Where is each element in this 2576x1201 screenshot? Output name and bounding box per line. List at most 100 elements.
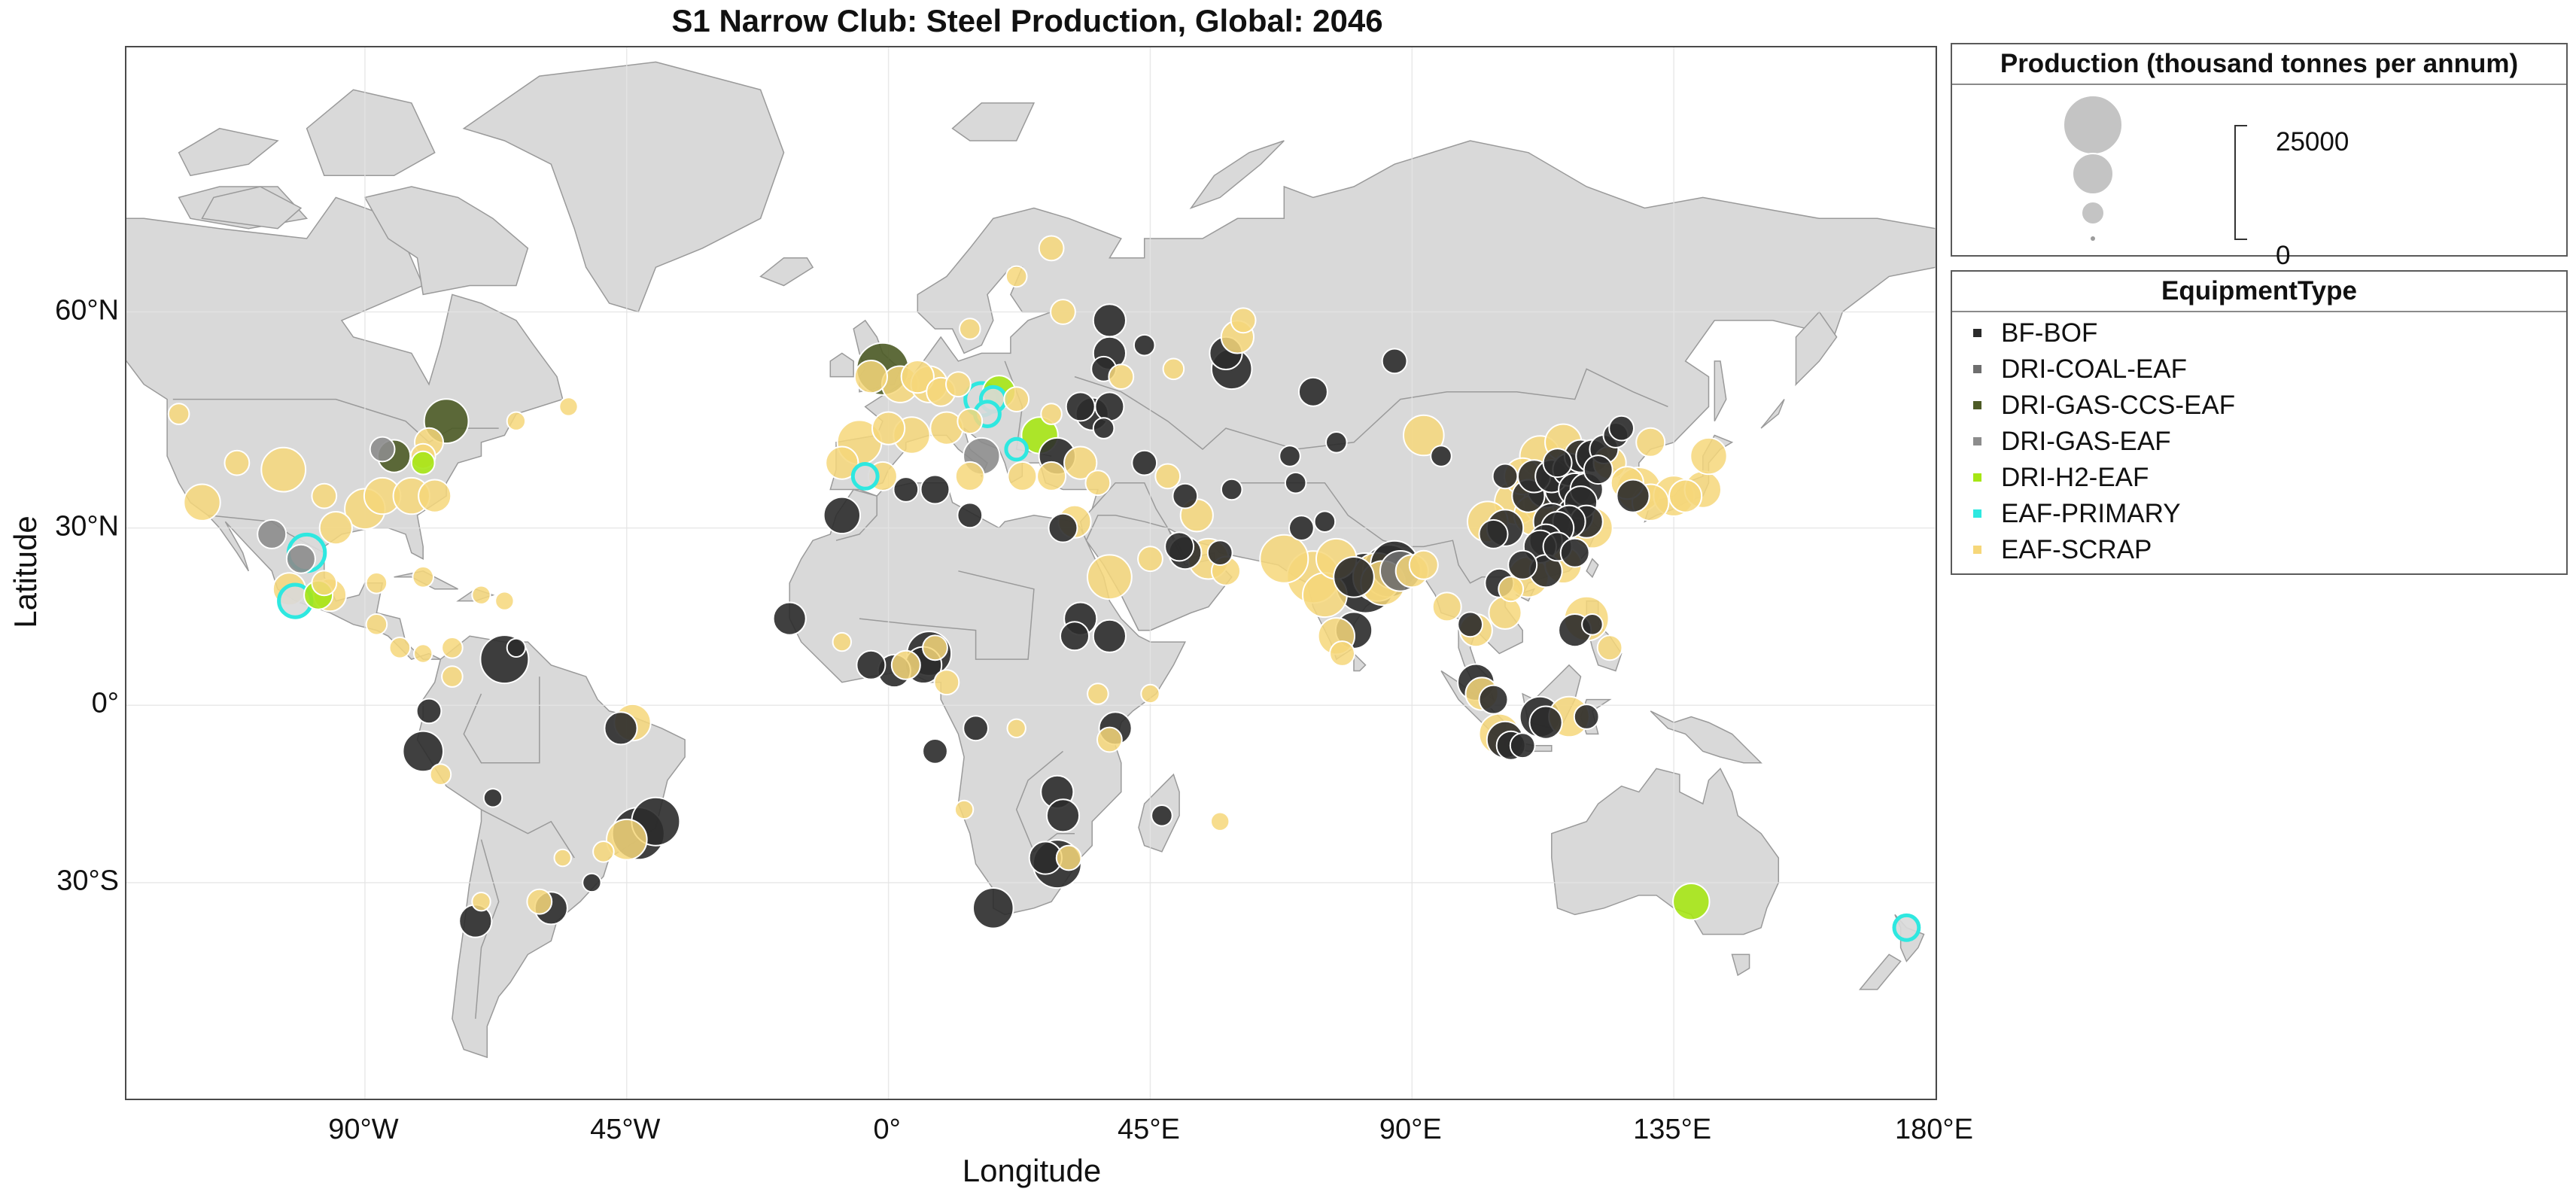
legend-item-bf-bof[interactable]: BF-BOF — [1973, 317, 2097, 350]
plant-marker-eaf-scrap[interactable] — [1055, 844, 1082, 871]
plant-marker-eaf-scrap[interactable] — [471, 892, 491, 912]
plant-marker-eaf-scrap[interactable] — [1498, 576, 1525, 603]
plant-marker-bf-bof[interactable] — [956, 502, 984, 529]
plant-marker-eaf-scrap[interactable] — [1488, 595, 1522, 630]
plant-marker-eaf-scrap[interactable] — [1230, 307, 1257, 334]
plant-marker-eaf-scrap[interactable] — [1087, 683, 1109, 705]
plant-marker-bf-bof[interactable] — [772, 601, 807, 636]
plant-marker-bf-bof[interactable] — [402, 730, 445, 773]
plant-marker-bf-bof[interactable] — [482, 788, 503, 808]
plant-marker-dri-gas-eaf[interactable] — [257, 518, 287, 549]
legend-item-dri-gas-ccs-eaf[interactable]: DRI-GAS-CCS-EAF — [1973, 389, 2235, 422]
plant-marker-dri-h2-eaf[interactable] — [1672, 883, 1711, 921]
plant-marker-eaf-scrap[interactable] — [1137, 546, 1163, 573]
plant-marker-eaf-scrap[interactable] — [318, 511, 353, 546]
plant-marker-bf-bof[interactable] — [415, 698, 443, 725]
plant-marker-bf-bof[interactable] — [1172, 482, 1199, 509]
plant-marker-bf-bof[interactable] — [1206, 540, 1233, 566]
plant-marker-eaf-scrap[interactable] — [183, 483, 221, 521]
plant-marker-bf-bof[interactable] — [506, 637, 527, 658]
plant-marker-eaf-scrap[interactable] — [224, 449, 251, 476]
plant-marker-bf-bof[interactable] — [1492, 463, 1519, 490]
plant-marker-eaf-scrap[interactable] — [1036, 461, 1067, 491]
plant-marker-eaf-scrap[interactable] — [1635, 427, 1666, 458]
plant-marker-eaf-scrap[interactable] — [1140, 683, 1160, 704]
plant-marker-bf-bof[interactable] — [893, 476, 920, 503]
plant-marker-eaf-scrap[interactable] — [900, 360, 935, 394]
plant-marker-eaf-scrap[interactable] — [1040, 403, 1063, 425]
plant-marker-bf-bof[interactable] — [1220, 478, 1243, 501]
plant-marker-eaf-scrap[interactable] — [412, 566, 435, 588]
plant-marker-bf-bof[interactable] — [1060, 621, 1090, 652]
plant-marker-eaf-scrap[interactable] — [553, 848, 572, 868]
plant-marker-bf-bof[interactable] — [582, 872, 602, 893]
plant-marker-bf-bof[interactable] — [1478, 518, 1509, 549]
plant-marker-eaf-scrap[interactable] — [871, 411, 906, 445]
plant-marker-eaf-scrap[interactable] — [1596, 634, 1623, 661]
plant-marker-eaf-scrap[interactable] — [1210, 811, 1230, 832]
plant-marker-bf-bof[interactable] — [972, 887, 1014, 929]
plant-marker-eaf-scrap[interactable] — [526, 888, 553, 915]
plant-marker-eaf-scrap[interactable] — [606, 818, 648, 861]
plant-marker-eaf-scrap[interactable] — [413, 643, 433, 664]
plant-marker-eaf-scrap[interactable] — [429, 763, 452, 786]
plant-marker-eaf-scrap[interactable] — [365, 572, 388, 594]
legend-item-eaf-scrap[interactable]: EAF-SCRAP — [1973, 534, 2152, 567]
plant-marker-eaf-scrap[interactable] — [933, 669, 960, 696]
plant-marker-eaf-scrap[interactable] — [853, 360, 889, 394]
plant-marker-bf-bof[interactable] — [1581, 613, 1604, 636]
plant-marker-dri-h2-eaf[interactable] — [410, 450, 436, 476]
plant-marker-eaf-scrap[interactable] — [825, 445, 859, 480]
plant-marker-bf-bof[interactable] — [1528, 705, 1563, 740]
legend-item-dri-coal-eaf[interactable]: DRI-COAL-EAF — [1973, 353, 2187, 386]
plant-marker-bf-bof[interactable] — [1333, 556, 1375, 598]
plant-marker-eaf-scrap[interactable] — [167, 403, 190, 425]
plant-marker-eaf-scrap[interactable] — [260, 446, 307, 493]
plant-marker-eaf-scrap[interactable] — [953, 799, 975, 820]
plant-marker-eaf-scrap[interactable] — [1006, 718, 1026, 738]
plant-marker-bf-bof[interactable] — [1092, 417, 1115, 439]
plant-marker-bf-bof[interactable] — [1509, 732, 1536, 759]
plant-marker-eaf-scrap[interactable] — [471, 585, 491, 605]
plant-marker-bf-bof[interactable] — [1284, 471, 1307, 494]
plant-marker-bf-bof[interactable] — [1478, 684, 1509, 715]
plant-marker-eaf-scrap[interactable] — [1038, 235, 1065, 262]
plant-marker-eaf-scrap[interactable] — [1084, 470, 1112, 497]
plant-marker-eaf-scrap[interactable] — [1003, 386, 1030, 413]
plant-marker-bf-bof[interactable] — [1279, 445, 1301, 467]
plant-marker-eaf-scrap[interactable] — [832, 631, 852, 652]
legend-item-dri-gas-eaf[interactable]: DRI-GAS-EAF — [1973, 425, 2171, 458]
plant-marker-eaf-scrap[interactable] — [890, 649, 921, 680]
plant-marker-bf-bof[interactable] — [1573, 704, 1600, 730]
legend-item-eaf-primary[interactable]: EAF-PRIMARY — [1973, 497, 2181, 531]
plant-marker-eaf-scrap[interactable] — [1689, 436, 1728, 476]
plant-marker-eaf-scrap[interactable] — [494, 591, 515, 611]
plant-marker-bf-bof[interactable] — [1092, 619, 1127, 653]
plant-marker-eaf-scrap[interactable] — [311, 570, 338, 597]
plant-marker-eaf-scrap[interactable] — [945, 371, 972, 398]
plant-marker-bf-bof[interactable] — [1430, 445, 1452, 467]
plant-marker-bf-bof[interactable] — [922, 738, 948, 765]
plant-marker-eaf-scrap[interactable] — [1005, 265, 1028, 288]
plant-marker-bf-bof[interactable] — [1297, 376, 1328, 407]
plant-marker-eaf-scrap[interactable] — [1050, 299, 1076, 325]
plant-marker-eaf-scrap[interactable] — [592, 841, 615, 863]
plant-marker-bf-bof[interactable] — [920, 474, 950, 505]
plant-marker-eaf-scrap[interactable] — [1329, 640, 1355, 667]
plant-marker-eaf-scrap[interactable] — [1096, 726, 1123, 753]
plant-marker-eaf-scrap[interactable] — [1087, 554, 1133, 600]
plant-marker-bf-bof[interactable] — [1133, 333, 1156, 357]
plant-marker-eaf-scrap[interactable] — [1259, 534, 1309, 584]
plant-marker-bf-bof[interactable] — [1094, 391, 1125, 422]
plant-marker-eaf-scrap[interactable] — [954, 461, 985, 491]
map-plot-area[interactable] — [125, 46, 1937, 1100]
plant-marker-eaf-scrap[interactable] — [1408, 549, 1439, 580]
plant-marker-eaf-scrap[interactable] — [1108, 363, 1135, 391]
plant-marker-bf-bof[interactable] — [1048, 512, 1078, 543]
plant-marker-eaf-scrap[interactable] — [1063, 445, 1098, 480]
plant-marker-dri-gas-eaf[interactable] — [369, 436, 396, 463]
plant-marker-bf-bof[interactable] — [604, 711, 638, 746]
plant-marker-eaf-scrap[interactable] — [1668, 479, 1703, 513]
plant-marker-eaf-scrap[interactable] — [1154, 463, 1182, 490]
plant-marker-bf-bof[interactable] — [1507, 549, 1538, 580]
